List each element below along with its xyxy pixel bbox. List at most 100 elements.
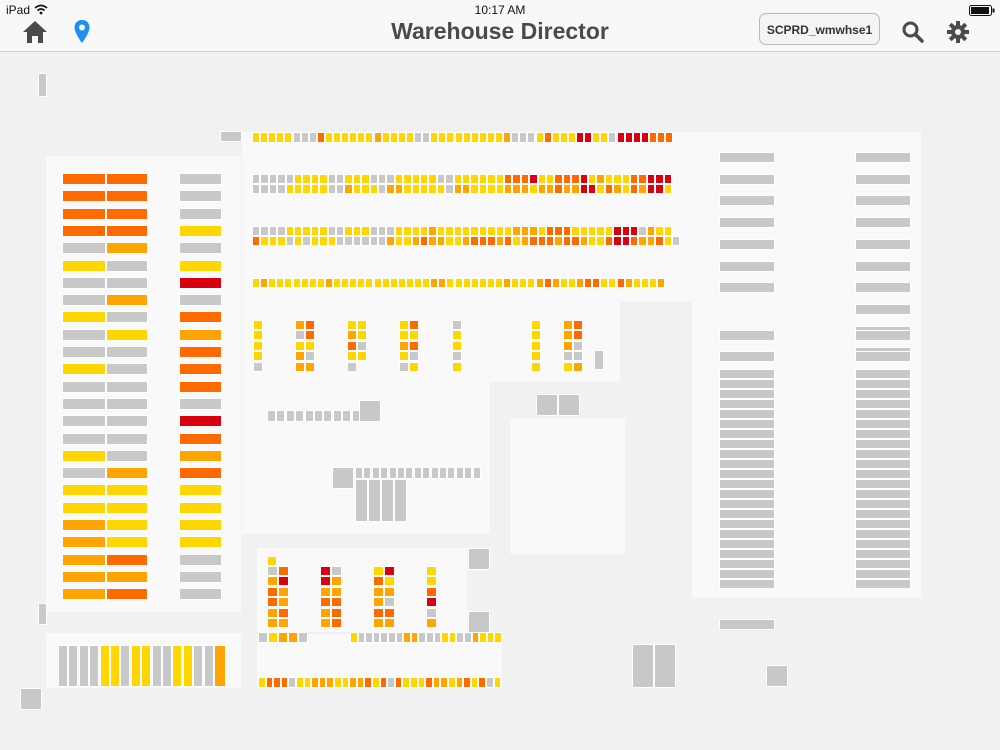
- aisle-location[interactable]: [624, 132, 633, 143]
- rack-location[interactable]: [62, 536, 106, 549]
- aisle-location[interactable]: [554, 226, 563, 236]
- aisle-location[interactable]: [386, 236, 395, 246]
- aisle-location[interactable]: [352, 226, 362, 236]
- rack-location[interactable]: [855, 459, 911, 469]
- aisle-location[interactable]: [386, 174, 395, 184]
- aisle-location[interactable]: [655, 174, 664, 184]
- aisle-location[interactable]: [405, 278, 414, 288]
- bin-location[interactable]: [766, 665, 788, 687]
- aisle-location[interactable]: [356, 677, 365, 688]
- aisle-location[interactable]: [389, 132, 398, 143]
- aisle-location[interactable]: [462, 184, 471, 194]
- aisle-location[interactable]: [624, 278, 633, 288]
- bin-location[interactable]: [380, 467, 389, 479]
- bay-location[interactable]: [120, 645, 131, 687]
- aisle-location[interactable]: [411, 236, 420, 246]
- shelf-location[interactable]: [347, 351, 357, 362]
- shelf-location[interactable]: [253, 340, 263, 351]
- rack-location[interactable]: [855, 369, 911, 379]
- rack-location[interactable]: [179, 501, 222, 514]
- shelf-location[interactable]: [452, 351, 462, 362]
- rack-location[interactable]: [855, 379, 911, 389]
- shelf-location[interactable]: [563, 320, 573, 330]
- shelf-location[interactable]: [278, 607, 289, 618]
- aisle-location[interactable]: [592, 278, 601, 288]
- aisle-location[interactable]: [486, 677, 494, 688]
- shelf-location[interactable]: [295, 330, 305, 341]
- aisle-location[interactable]: [334, 677, 342, 688]
- aisle-location[interactable]: [463, 677, 471, 688]
- rack-location[interactable]: [179, 346, 222, 358]
- aisle-location[interactable]: [551, 132, 560, 143]
- shelf-location[interactable]: [320, 566, 331, 576]
- aisle-location[interactable]: [327, 226, 336, 236]
- rack-location[interactable]: [62, 501, 106, 514]
- bin-location[interactable]: [455, 467, 464, 479]
- aisle-location[interactable]: [537, 174, 546, 184]
- rack-location[interactable]: [855, 559, 911, 569]
- aisle-location[interactable]: [527, 278, 536, 288]
- aisle-location[interactable]: [386, 226, 395, 236]
- aisle-location[interactable]: [519, 132, 528, 143]
- aisle-location[interactable]: [655, 226, 664, 236]
- rack-location[interactable]: [855, 569, 911, 579]
- bin-location[interactable]: [295, 410, 305, 422]
- aisle-location[interactable]: [386, 184, 395, 194]
- storage-location[interactable]: [20, 688, 42, 710]
- rack-location[interactable]: [179, 397, 222, 410]
- rack-location[interactable]: [179, 207, 222, 220]
- aisle-location[interactable]: [285, 174, 294, 184]
- rack-location[interactable]: [719, 369, 775, 379]
- aisle-location[interactable]: [336, 174, 345, 184]
- aisle-location[interactable]: [579, 184, 588, 194]
- aisle-location[interactable]: [640, 132, 649, 143]
- shelf-location[interactable]: [267, 618, 278, 628]
- rack-location[interactable]: [106, 449, 148, 462]
- rack-location[interactable]: [62, 449, 106, 462]
- aisle-location[interactable]: [378, 236, 387, 246]
- aisle-location[interactable]: [478, 236, 488, 246]
- aisle-location[interactable]: [319, 184, 328, 194]
- rack-location[interactable]: [855, 489, 911, 499]
- aisle-location[interactable]: [357, 632, 366, 643]
- aisle-location[interactable]: [616, 132, 625, 143]
- aisle-location[interactable]: [648, 278, 657, 288]
- aisle-location[interactable]: [638, 174, 647, 184]
- aisle-location[interactable]: [260, 184, 269, 194]
- aisle-location[interactable]: [432, 677, 441, 688]
- bin-location[interactable]: [397, 467, 405, 479]
- shelf-location[interactable]: [531, 330, 541, 341]
- shelf-location[interactable]: [253, 320, 263, 330]
- aisle-location[interactable]: [428, 236, 437, 246]
- rack-location[interactable]: [855, 282, 911, 294]
- aisle-location[interactable]: [405, 132, 414, 143]
- rack-location[interactable]: [106, 415, 148, 428]
- aisle-location[interactable]: [268, 132, 277, 143]
- bin-location[interactable]: [430, 467, 439, 479]
- aisle-location[interactable]: [554, 236, 563, 246]
- aisle-location[interactable]: [663, 226, 672, 236]
- aisle-location[interactable]: [504, 236, 513, 246]
- shelf-location[interactable]: [278, 586, 289, 597]
- aisle-location[interactable]: [529, 184, 538, 194]
- aisle-location[interactable]: [388, 632, 396, 643]
- aisle-location[interactable]: [361, 174, 370, 184]
- rack-location[interactable]: [179, 311, 222, 324]
- aisle-location[interactable]: [349, 677, 357, 688]
- aisle-location[interactable]: [478, 677, 486, 688]
- aisle-location[interactable]: [336, 184, 345, 194]
- rack-location[interactable]: [179, 173, 222, 185]
- rack-location[interactable]: [719, 351, 775, 362]
- bay-location[interactable]: [130, 645, 141, 687]
- rack-location[interactable]: [62, 224, 106, 237]
- aisle-location[interactable]: [486, 132, 495, 143]
- aisle-location[interactable]: [445, 226, 454, 236]
- aisle-location[interactable]: [365, 632, 373, 643]
- shelf-location[interactable]: [409, 340, 419, 351]
- shelf-location[interactable]: [347, 320, 357, 330]
- aisle-location[interactable]: [546, 174, 555, 184]
- shelf-location[interactable]: [426, 566, 437, 576]
- aisle-location[interactable]: [495, 132, 504, 143]
- rack-location[interactable]: [62, 484, 106, 497]
- shelf-location[interactable]: [278, 566, 289, 576]
